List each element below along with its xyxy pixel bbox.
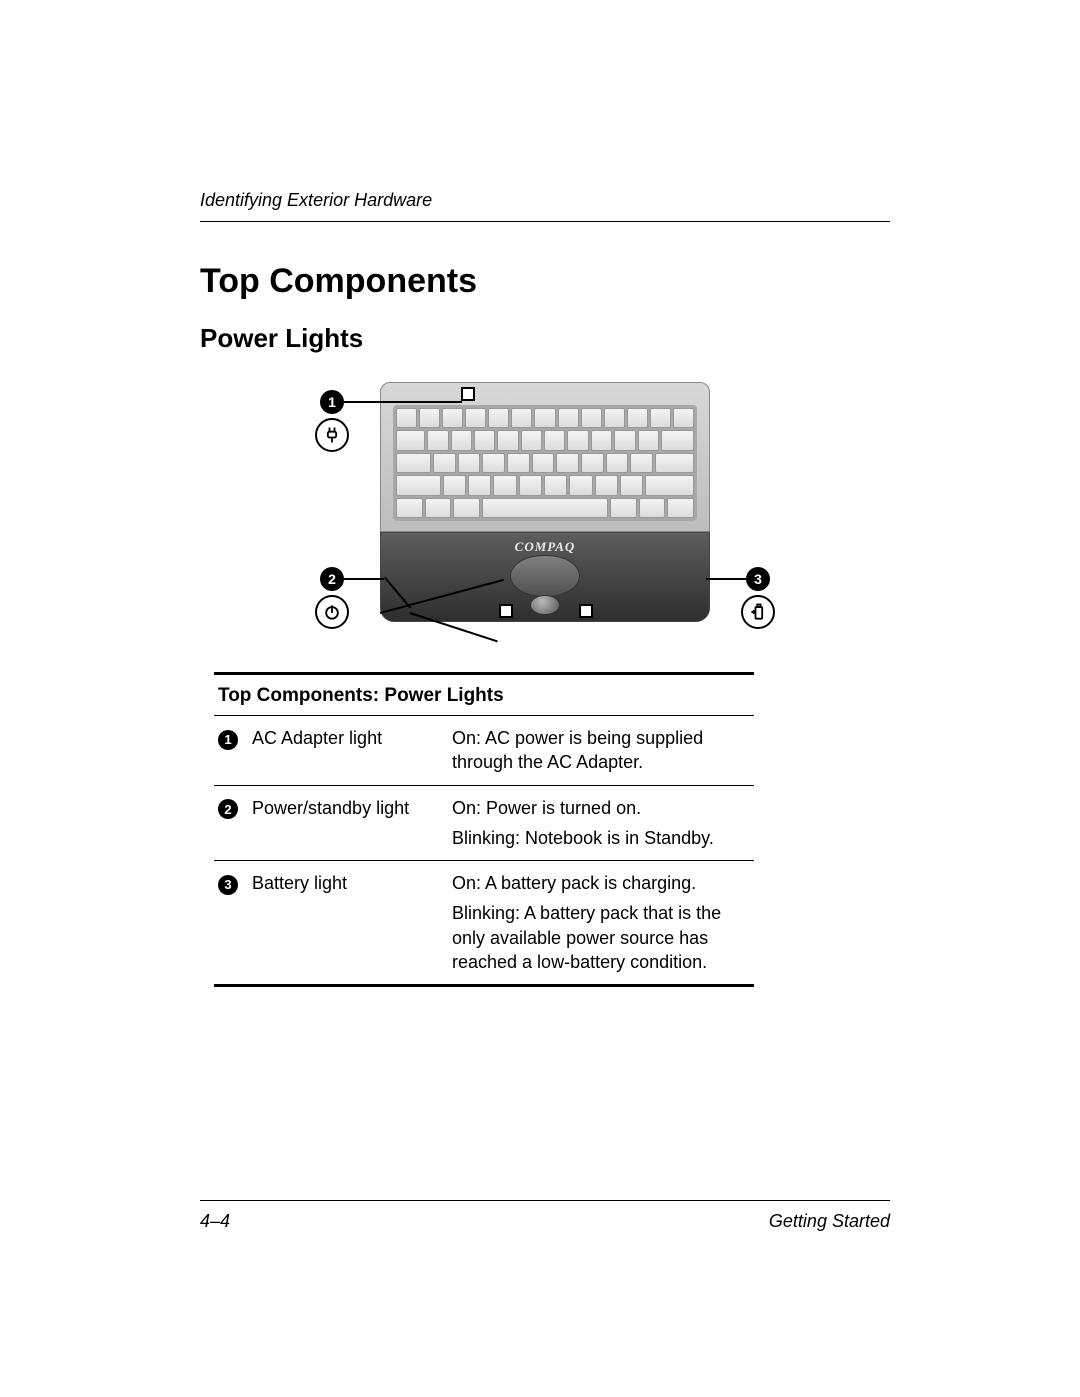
row-name: Battery light <box>252 871 452 974</box>
page-number: 4–4 <box>200 1211 230 1232</box>
callout-number-1: 1 <box>320 390 344 414</box>
row-description: On: Power is turned on. Blinking: Notebo… <box>452 796 750 851</box>
running-header: Identifying Exterior Hardware <box>200 190 890 222</box>
touchpad-button <box>530 595 560 615</box>
callout-line-1 <box>344 401 462 403</box>
brand-label: COMPAQ <box>381 539 709 555</box>
document-page: Identifying Exterior Hardware Top Compon… <box>0 0 1080 1397</box>
row-number-cell: 2 <box>218 796 252 851</box>
callout-number-3: 3 <box>746 567 770 591</box>
laptop-figure: COMPAQ 1 2 3 <box>330 382 760 632</box>
laptop-keyboard-deck <box>380 382 710 532</box>
footer-title: Getting Started <box>769 1211 890 1232</box>
keyboard <box>393 405 697 521</box>
laptop-palmrest: COMPAQ <box>380 532 710 622</box>
indicator-box-1 <box>461 387 475 401</box>
table-title: Top Components: Power Lights <box>214 672 754 716</box>
row-number-3: 3 <box>218 875 238 895</box>
callout-line-2a <box>344 578 384 580</box>
power-icon <box>315 595 349 629</box>
table-row: 1 AC Adapter light On: AC power is being… <box>214 716 754 786</box>
row-description: On: AC power is being supplied through t… <box>452 726 750 775</box>
table-row: 2 Power/standby light On: Power is turne… <box>214 786 754 862</box>
page-footer: 4–4 Getting Started <box>200 1200 890 1232</box>
heading-power-lights: Power Lights <box>200 323 890 354</box>
content-area: Identifying Exterior Hardware Top Compon… <box>200 190 890 987</box>
row-name: AC Adapter light <box>252 726 452 775</box>
row-number-cell: 1 <box>218 726 252 775</box>
row-number-1: 1 <box>218 730 238 750</box>
battery-icon <box>741 595 775 629</box>
table-row: 3 Battery light On: A battery pack is ch… <box>214 861 754 987</box>
heading-top-components: Top Components <box>200 262 890 301</box>
components-table: Top Components: Power Lights 1 AC Adapte… <box>214 672 754 987</box>
plug-icon <box>315 418 349 452</box>
callout-line-3a <box>706 578 746 580</box>
row-number-2: 2 <box>218 799 238 819</box>
touchpad <box>510 555 580 597</box>
indicator-box-3 <box>579 604 593 618</box>
row-number-cell: 3 <box>218 871 252 974</box>
row-name: Power/standby light <box>252 796 452 851</box>
laptop-illustration: COMPAQ <box>380 382 710 632</box>
callout-number-2: 2 <box>320 567 344 591</box>
row-description: On: A battery pack is charging. Blinking… <box>452 871 750 974</box>
indicator-box-2 <box>499 604 513 618</box>
